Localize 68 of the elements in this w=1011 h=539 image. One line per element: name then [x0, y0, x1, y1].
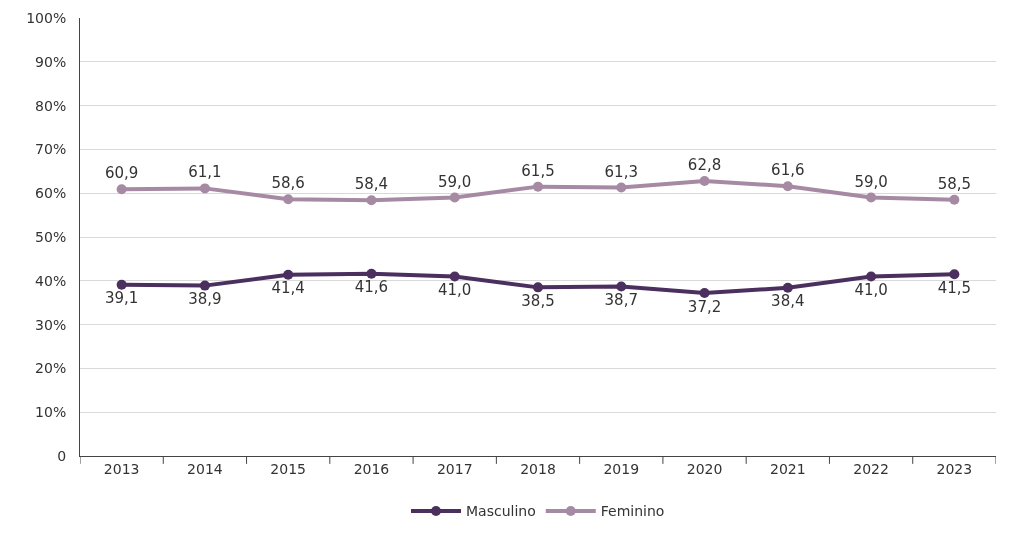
- y-tick-label: 60%: [35, 185, 67, 202]
- point: [782, 181, 793, 192]
- data-label: 38,7: [604, 290, 638, 309]
- point: [866, 271, 877, 282]
- point: [533, 282, 543, 293]
- data-label: 59,0: [438, 172, 472, 191]
- legend-label: Masculino: [466, 503, 536, 520]
- point: [949, 269, 960, 280]
- point: [366, 195, 377, 206]
- data-label: 58,5: [937, 174, 972, 193]
- data-label: 58,6: [271, 174, 305, 193]
- data-label: 61,3: [604, 162, 638, 181]
- point: [782, 282, 793, 293]
- data-label: 41,0: [438, 280, 472, 299]
- x-tick-label: 2016: [353, 460, 390, 477]
- y-tick-label: 80%: [35, 97, 67, 114]
- x-tick-label: 2014: [187, 460, 223, 477]
- x-tick-label: 2023: [936, 460, 973, 477]
- point: [699, 288, 710, 299]
- data-label: 38,9: [188, 290, 222, 309]
- data-label: 38,4: [771, 292, 805, 311]
- y-tick-label: 20%: [35, 360, 67, 377]
- point: [449, 271, 460, 282]
- data-label: 62,8: [687, 155, 722, 174]
- data-label: 61,1: [188, 163, 222, 182]
- x-tick-label: 2015: [270, 460, 306, 477]
- data-label: 41,5: [937, 278, 972, 297]
- point: [616, 281, 627, 292]
- point: [116, 279, 127, 290]
- y-tick-label: 10%: [35, 404, 67, 421]
- point: [366, 268, 377, 279]
- point: [199, 280, 210, 291]
- point: [616, 182, 627, 193]
- data-label: 39,1: [104, 289, 139, 308]
- data-label: 61,6: [771, 161, 805, 180]
- x-tick-label: 2013: [103, 460, 140, 477]
- point: [949, 194, 960, 205]
- y-tick-label: 30%: [35, 316, 67, 333]
- y-tick-label: 100%: [26, 9, 67, 26]
- y-tick-label: 90%: [35, 53, 67, 70]
- data-label: 38,5: [521, 291, 555, 310]
- x-tick-label: 2021: [770, 460, 806, 477]
- x-tick-label: 2019: [603, 460, 640, 477]
- point: [116, 184, 127, 195]
- data-label: 59,0: [854, 172, 888, 191]
- data-label: 41,4: [271, 279, 305, 298]
- point: [449, 192, 460, 203]
- point: [199, 183, 210, 194]
- data-label: 41,6: [354, 278, 389, 297]
- data-label: 58,4: [354, 175, 389, 194]
- x-tick-label: 2020: [686, 460, 723, 477]
- point: [866, 192, 877, 203]
- x-tick-label: 2017: [436, 460, 473, 477]
- x-tick-label: 2018: [520, 460, 556, 477]
- data-label: 60,9: [104, 164, 139, 183]
- point: [283, 194, 294, 205]
- data-label: 37,2: [687, 297, 722, 316]
- point: [283, 269, 294, 280]
- x-tick-label: 2022: [853, 460, 889, 477]
- y-tick-label: 70%: [35, 141, 67, 158]
- data-label: 61,5: [521, 161, 555, 180]
- point: [533, 181, 543, 192]
- y-tick-label: 40%: [35, 272, 67, 289]
- y-tick-label: 0: [57, 447, 67, 464]
- point: [699, 175, 710, 186]
- y-tick-label: 50%: [35, 228, 67, 245]
- legend-label: Feminino: [600, 503, 665, 520]
- data-label: 41,0: [854, 280, 888, 299]
